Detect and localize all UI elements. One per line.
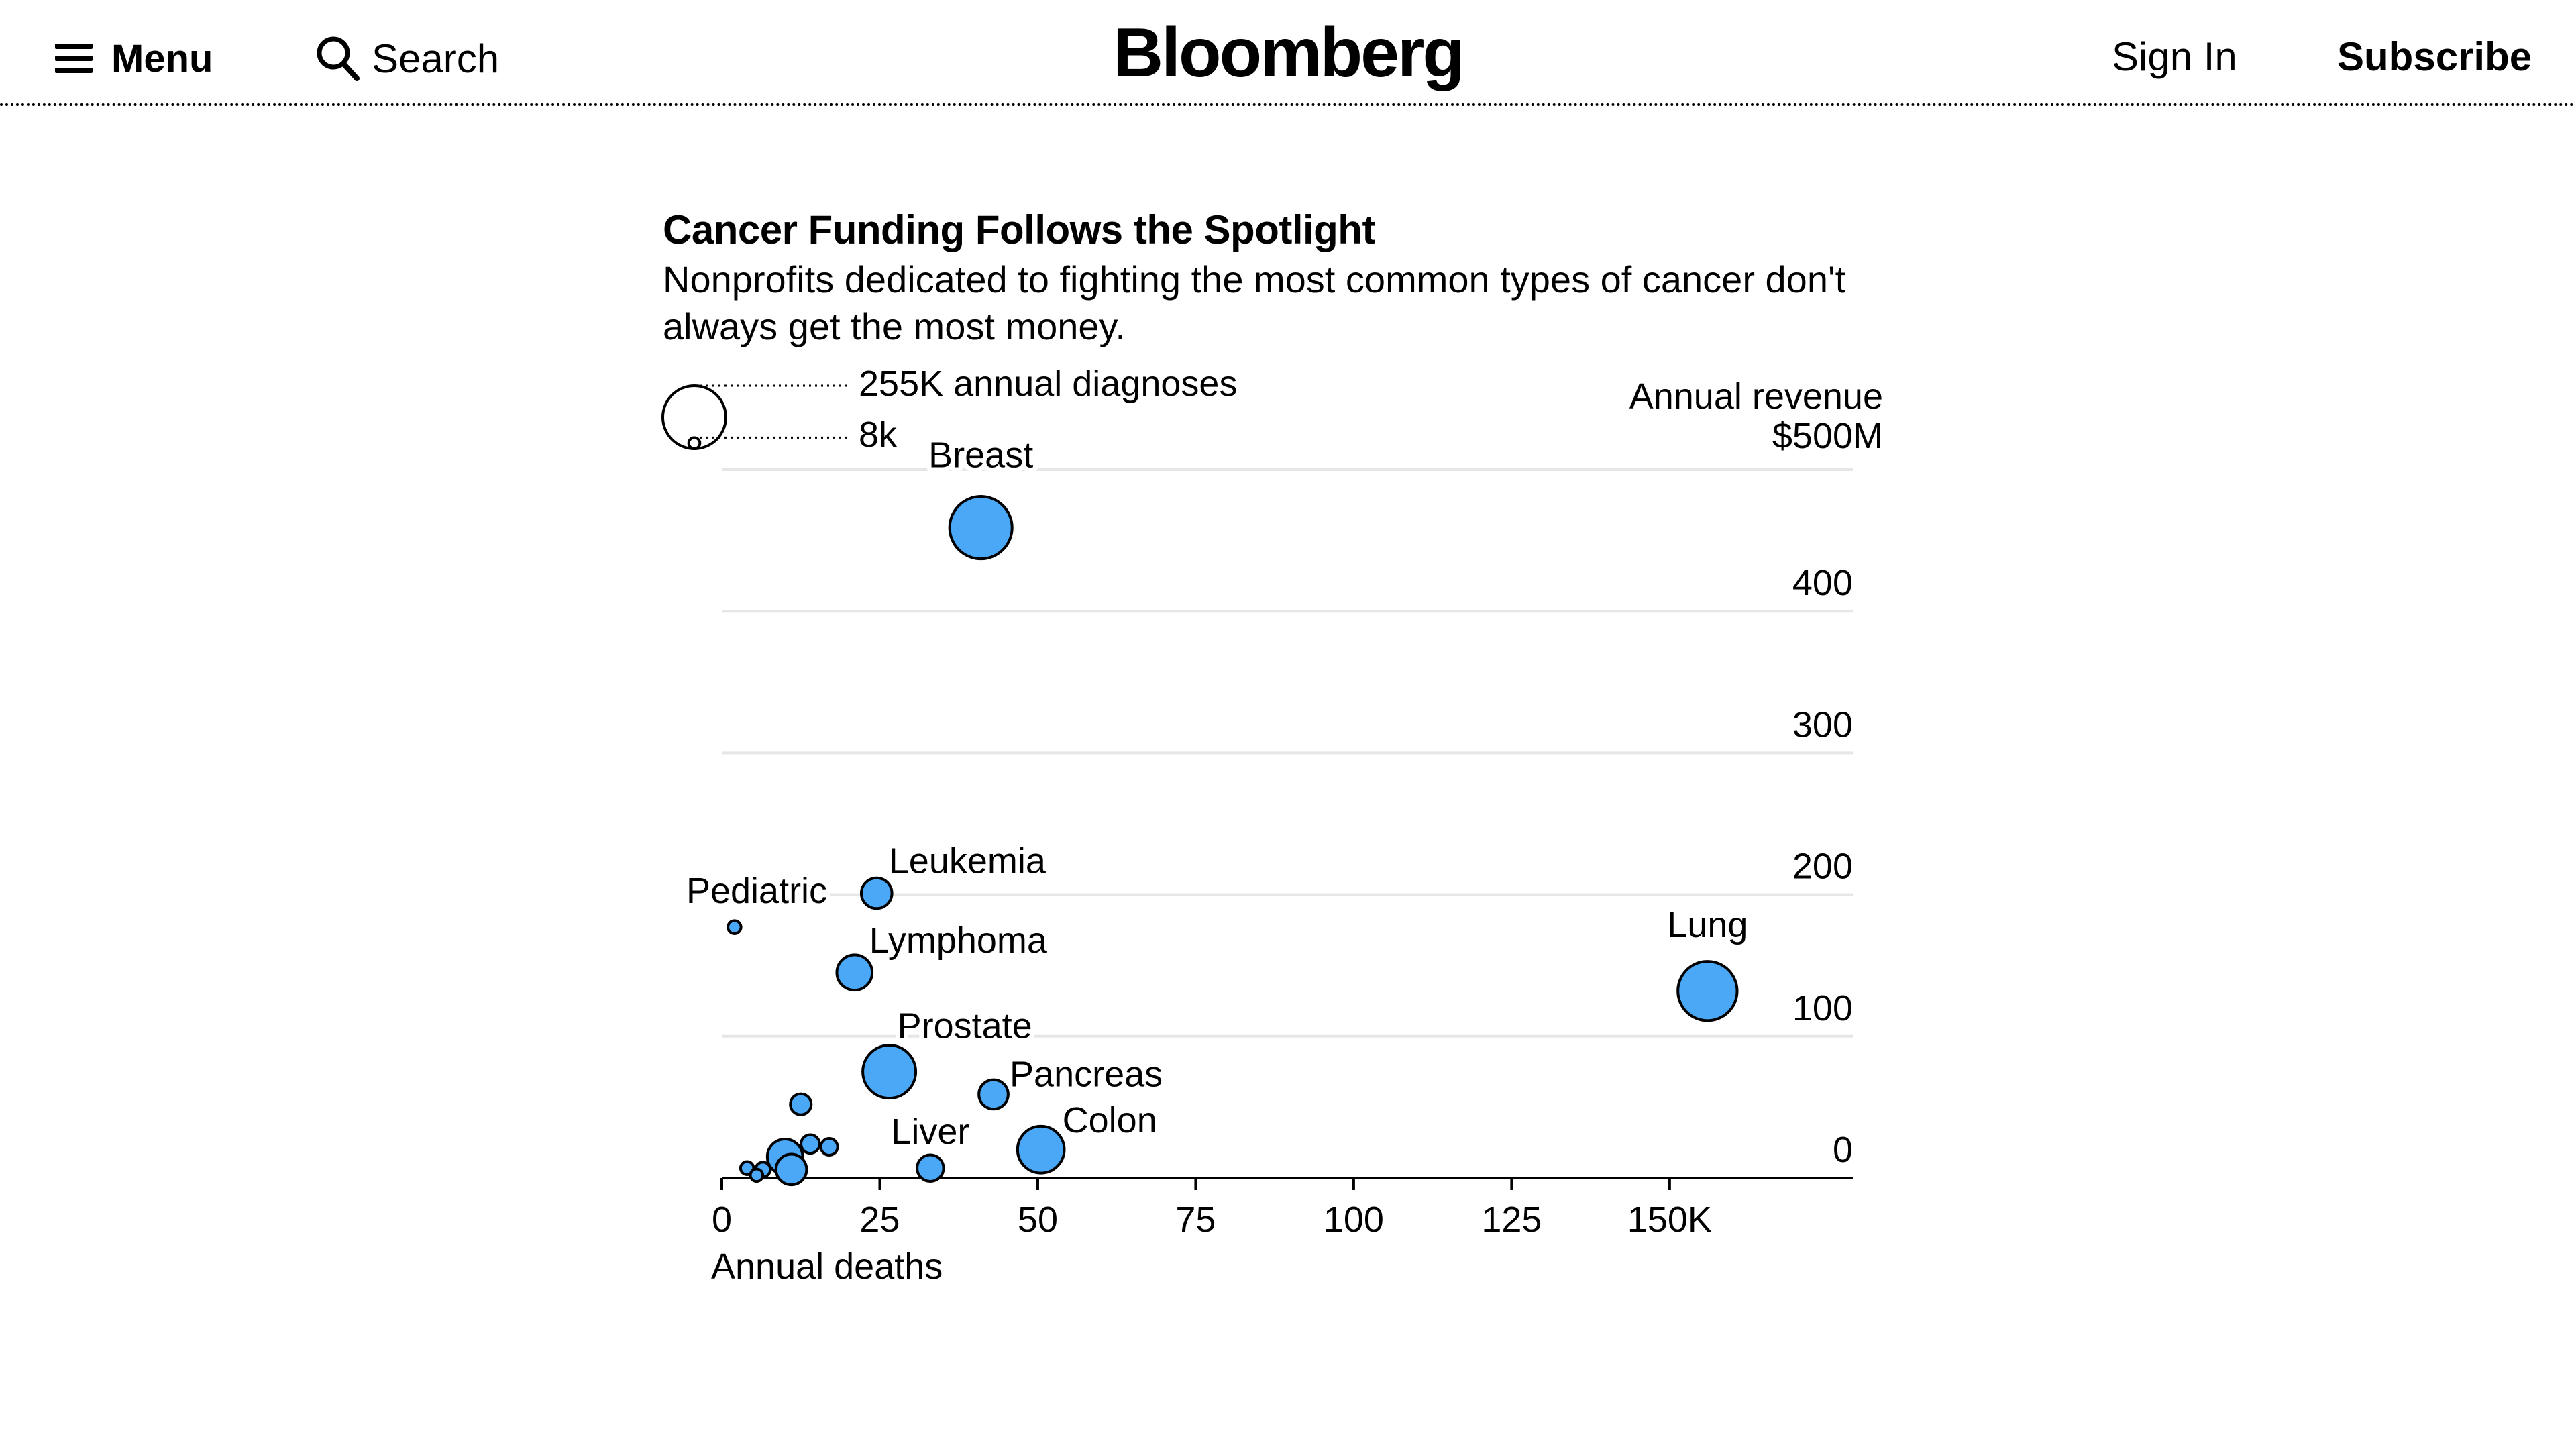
search-button[interactable]: Search: [315, 34, 499, 83]
data-point: [774, 1152, 808, 1187]
x-tick-label: 25: [859, 1199, 900, 1240]
data-point: [789, 1092, 813, 1116]
data-point: [749, 1167, 765, 1183]
y-tick-label: 0: [1833, 1130, 1853, 1170]
x-tick-label: 150K: [1627, 1199, 1712, 1240]
y-tick-label: 400: [1792, 563, 1853, 603]
data-point: [916, 1153, 945, 1183]
point-label: Prostate: [898, 1006, 1032, 1046]
point-label: Breast: [928, 435, 1033, 476]
y-tick-label: 200: [1792, 847, 1853, 887]
data-point: [727, 919, 743, 935]
x-tick-label: 125: [1481, 1199, 1542, 1240]
menu-button[interactable]: Menu: [55, 35, 213, 82]
point-label: Lung: [1667, 905, 1748, 945]
data-point: [1676, 960, 1739, 1022]
legend-circle-large: [661, 384, 727, 450]
subscribe-link[interactable]: Subscribe: [2337, 34, 2532, 79]
bloomberg-logo[interactable]: Bloomberg: [1113, 14, 1465, 92]
x-tick-label: 50: [1018, 1199, 1058, 1240]
hamburger-icon: [55, 44, 93, 73]
y-axis-title: Annual revenue: [1629, 376, 1883, 417]
data-point: [819, 1137, 839, 1157]
data-point: [835, 953, 874, 992]
data-point: [861, 1044, 918, 1100]
legend-circle-small: [687, 436, 702, 451]
y-tick-label: 300: [1792, 704, 1853, 745]
y-tick-label: 100: [1792, 988, 1853, 1028]
search-label: Search: [372, 36, 500, 81]
x-axis-title: Annual deaths: [711, 1246, 943, 1287]
x-tick-label: 0: [712, 1199, 732, 1240]
x-tick-label: 100: [1324, 1199, 1384, 1240]
point-label: Leukemia: [889, 841, 1046, 881]
chart-title: Cancer Funding Follows the Spotlight: [663, 207, 1375, 252]
data-point: [800, 1133, 821, 1155]
menu-label: Menu: [111, 36, 213, 80]
legend-label-small: 8k: [859, 415, 898, 455]
point-label: Lymphoma: [869, 920, 1048, 961]
x-tick-label: 75: [1175, 1199, 1216, 1240]
chart-subtitle: Nonprofits dedicated to fighting the mos…: [663, 258, 1846, 347]
legend-label-large: 255K annual diagnoses: [859, 364, 1237, 404]
point-label: Pediatric: [686, 871, 827, 911]
data-point: [977, 1078, 1010, 1111]
data-point: [859, 876, 894, 910]
search-icon: [317, 36, 360, 81]
site-header: Menu Search Bloomberg Sign In Subscribe: [0, 0, 2576, 106]
y-axis-top-label: $500M: [1772, 416, 1883, 456]
data-point: [948, 495, 1014, 561]
data-point: [1016, 1124, 1066, 1175]
sign-in-link[interactable]: Sign In: [2112, 34, 2237, 79]
point-label: Liver: [891, 1112, 969, 1152]
point-label: Pancreas: [1010, 1054, 1163, 1094]
point-label: Colon: [1063, 1100, 1157, 1140]
